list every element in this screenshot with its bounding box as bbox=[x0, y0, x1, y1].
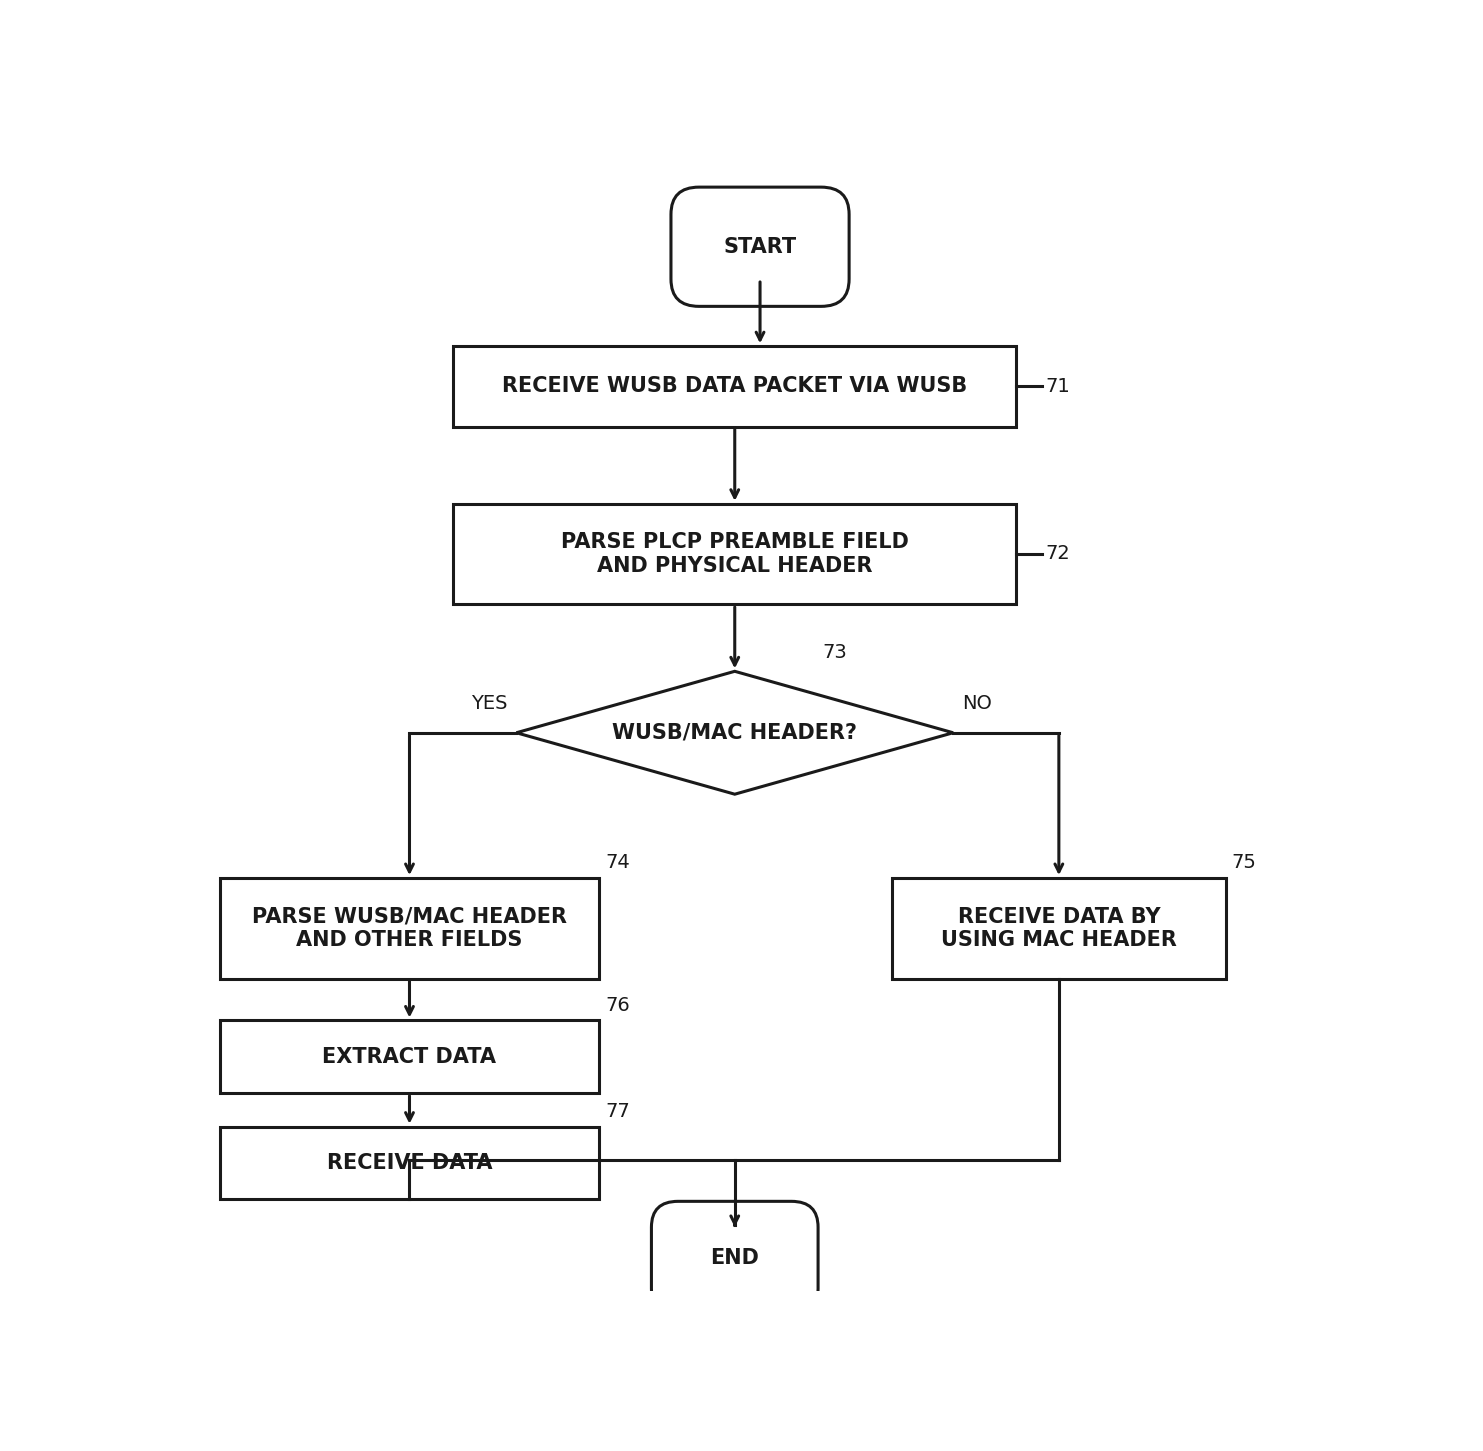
Text: WUSB/MAC HEADER?: WUSB/MAC HEADER? bbox=[612, 723, 857, 743]
Text: NO: NO bbox=[962, 694, 992, 712]
Bar bbox=[219, 1020, 599, 1093]
Bar bbox=[454, 503, 1016, 604]
Text: 75: 75 bbox=[1231, 853, 1256, 872]
Text: EXTRACT DATA: EXTRACT DATA bbox=[322, 1046, 497, 1066]
Text: RECEIVE DATA BY
USING MAC HEADER: RECEIVE DATA BY USING MAC HEADER bbox=[940, 907, 1178, 950]
FancyBboxPatch shape bbox=[670, 187, 850, 306]
Text: 74: 74 bbox=[605, 853, 630, 872]
Text: 73: 73 bbox=[822, 643, 847, 662]
Text: RECEIVE DATA: RECEIVE DATA bbox=[326, 1154, 492, 1172]
Text: YES: YES bbox=[470, 694, 507, 712]
Bar bbox=[893, 878, 1225, 978]
Bar bbox=[219, 878, 599, 978]
Text: 72: 72 bbox=[1046, 544, 1069, 563]
Text: PARSE WUSB/MAC HEADER
AND OTHER FIELDS: PARSE WUSB/MAC HEADER AND OTHER FIELDS bbox=[252, 907, 567, 950]
Bar bbox=[219, 1126, 599, 1199]
Polygon shape bbox=[516, 672, 954, 794]
Text: 76: 76 bbox=[605, 995, 630, 1014]
Text: START: START bbox=[724, 237, 796, 257]
Bar bbox=[454, 347, 1016, 427]
Text: END: END bbox=[710, 1248, 759, 1268]
Text: 77: 77 bbox=[605, 1101, 630, 1122]
Text: PARSE PLCP PREAMBLE FIELD
AND PHYSICAL HEADER: PARSE PLCP PREAMBLE FIELD AND PHYSICAL H… bbox=[561, 533, 909, 576]
Text: 71: 71 bbox=[1046, 377, 1069, 396]
Text: RECEIVE WUSB DATA PACKET VIA WUSB: RECEIVE WUSB DATA PACKET VIA WUSB bbox=[503, 376, 967, 396]
FancyBboxPatch shape bbox=[651, 1201, 819, 1315]
